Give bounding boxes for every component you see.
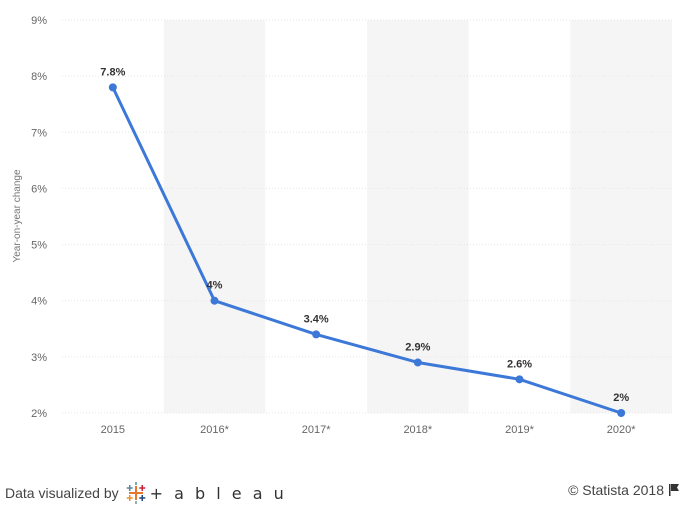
line-chart: 2% 3% 4% 5% 6% 7% 8% 9% 2015 2016* 2017* 2018* 2019… — [12, 15, 672, 436]
data-point[interactable] — [515, 375, 524, 384]
data-point[interactable] — [413, 358, 422, 367]
data-point[interactable] — [617, 409, 626, 417]
copyright-text: © Statista 2018 — [568, 482, 664, 498]
data-label: 2.6% — [507, 358, 532, 370]
footer: Data visualized by + a b l e a u © Stati… — [0, 480, 688, 504]
y-tick-label: 3% — [31, 352, 47, 364]
y-axis-ticks: 2% 3% 4% 5% 6% 7% 8% 9% — [31, 15, 47, 420]
data-point[interactable] — [108, 83, 117, 92]
data-point[interactable] — [312, 330, 321, 339]
x-tick-label: 2020* — [607, 424, 636, 436]
column-band — [163, 20, 266, 413]
x-tick-label: 2018* — [403, 424, 432, 436]
tableau-credit[interactable]: Data visualized by + a b l e a u — [5, 482, 287, 504]
y-tick-label: 9% — [31, 15, 47, 27]
column-band — [570, 20, 672, 413]
y-tick-label: 8% — [31, 71, 47, 83]
y-axis-title: Year-on-year change — [12, 169, 23, 262]
x-tick-label: 2015 — [101, 424, 125, 436]
data-label: 3.4% — [304, 313, 329, 325]
data-points — [108, 83, 626, 417]
flag-icon — [669, 484, 679, 496]
data-point[interactable] — [210, 296, 219, 305]
series-lines — [111, 85, 623, 415]
data-label: 7.8% — [100, 66, 125, 78]
chart: 2% 3% 4% 5% 6% 7% 8% 9% 2015 2016* 2017* 2018* 2019… — [12, 15, 672, 436]
y-tick-label: 7% — [31, 127, 47, 139]
credit-prefix: Data visualized by — [5, 485, 119, 501]
y-tick-label: 2% — [31, 408, 47, 420]
series-line — [111, 85, 623, 415]
y-tick-label: 5% — [31, 240, 47, 252]
column-band — [367, 20, 469, 413]
data-labels: 7.8% 4% 3.4% 2.9% 2.6% 2% — [100, 66, 629, 404]
tableau-wordmark: + a b l e a u — [149, 483, 287, 503]
y-tick-label: 6% — [31, 183, 47, 195]
copyright-link[interactable]: © Statista 2018 — [568, 482, 680, 498]
tableau-logo-icon — [126, 482, 145, 504]
x-tick-label: 2016* — [200, 424, 229, 436]
x-tick-label: 2017* — [302, 424, 331, 436]
data-label: 2.9% — [405, 341, 430, 353]
data-label: 4% — [207, 280, 223, 292]
data-label: 2% — [613, 392, 629, 404]
alternating-bands — [163, 20, 672, 413]
x-axis-ticks: 2015 2016* 2017* 2018* 2019* 2020* — [101, 424, 637, 436]
y-tick-label: 4% — [31, 296, 47, 308]
x-tick-label: 2019* — [505, 424, 534, 436]
